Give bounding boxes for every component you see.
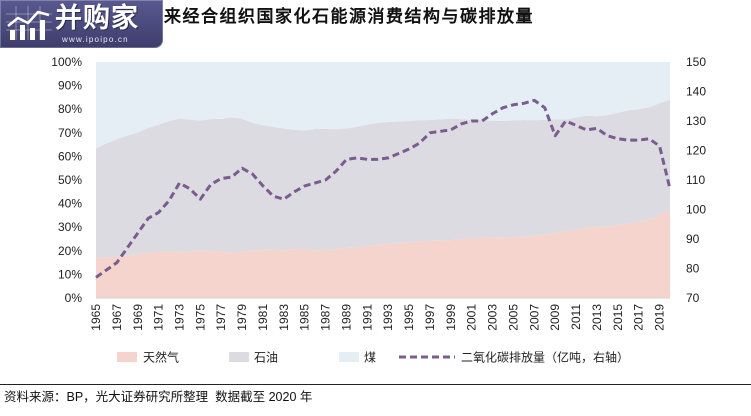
natural-gas-area	[96, 209, 670, 298]
x-tick-label: 1997	[423, 304, 437, 331]
x-tick-label: 1969	[131, 304, 145, 331]
x-tick-label: 2007	[527, 304, 541, 331]
x-tick-label: 1987	[319, 304, 333, 331]
legend-label-oil: 石油	[254, 351, 278, 365]
x-tick-label: 1983	[277, 304, 291, 331]
legend-swatch-coal	[339, 352, 359, 362]
y-right-tick-label: 110	[686, 173, 705, 187]
x-tick-label: 1985	[298, 304, 312, 331]
y-left-tick-label: 10%	[58, 267, 82, 281]
x-tick-label: 1965	[89, 304, 103, 331]
logo-name: 并购家	[55, 3, 139, 33]
y-left-tick-label: 60%	[58, 149, 82, 163]
y-left-tick-label: 70%	[58, 126, 82, 140]
y-right-tick-label: 70	[686, 291, 700, 305]
x-tick-label: 1993	[381, 304, 395, 331]
x-tick-label: 1975	[193, 304, 207, 331]
x-tick-label: 1981	[256, 304, 270, 331]
y-left-tick-label: 40%	[58, 197, 82, 211]
x-tick-label: 2003	[486, 304, 500, 331]
legend-swatch-oil	[229, 352, 249, 362]
x-tick-label: 2011	[569, 304, 583, 330]
legend-swatch-natural-gas	[117, 352, 137, 362]
x-tick-label: 2017	[632, 304, 646, 331]
x-tick-label: 2015	[611, 304, 625, 331]
y-left-tick-label: 90%	[58, 79, 82, 93]
y-right-tick-label: 90	[686, 232, 700, 246]
y-right-tick-label: 100	[686, 203, 706, 217]
x-tick-label: 1979	[235, 304, 249, 331]
y-left-tick-label: 80%	[58, 102, 82, 116]
oil-area	[96, 99, 670, 258]
y-left-tick-label: 0%	[65, 291, 83, 305]
x-axis: 1965 1967 1969 1971 1973 1975 1977 1979 1981 1983…	[89, 304, 667, 331]
source-note: 资料来源：BP，光大证券研究所整理 数据截至 2020 年	[4, 390, 313, 404]
y-left-axis: 0% 10% 20% 30% 40% 50% 60% 70% 80% 90% 100%	[51, 55, 82, 305]
chart-title: 来经合组织国家化石能源消费结构与碳排放量	[164, 7, 534, 26]
y-right-tick-label: 130	[686, 114, 706, 128]
legend-label-natural-gas: 天然气	[143, 350, 179, 365]
y-left-tick-label: 20%	[58, 244, 82, 258]
y-left-tick-label: 30%	[58, 220, 82, 234]
x-tick-label: 2005	[506, 304, 520, 331]
legend: 天然气 石油 煤 二氧化碳排放量（亿吨，右轴）	[117, 350, 629, 365]
x-tick-label: 2019	[653, 304, 667, 331]
y-left-tick-label: 50%	[58, 173, 82, 187]
co2-emissions-line	[95, 98, 672, 279]
y-left-tick-label: 100%	[51, 55, 82, 69]
y-right-tick-label: 150	[686, 55, 706, 69]
x-tick-label: 1995	[402, 304, 416, 331]
x-tick-label: 1977	[214, 304, 228, 331]
x-tick-label: 1973	[172, 304, 186, 331]
x-tick-label: 2009	[548, 304, 562, 331]
x-tick-label: 2001	[465, 304, 479, 331]
legend-label-co2: 二氧化碳排放量（亿吨，右轴）	[461, 350, 629, 365]
x-tick-label: 2013	[590, 304, 604, 331]
coal-area	[96, 62, 670, 149]
y-right-tick-label: 120	[686, 144, 706, 158]
x-tick-label: 1967	[110, 304, 124, 331]
y-right-axis: 70 80 90 100 110 120 130 140 150	[686, 55, 706, 305]
logo-url: www.ipoipo.cn	[62, 35, 129, 44]
x-tick-label: 1999	[444, 304, 458, 331]
x-tick-label: 1971	[152, 304, 166, 331]
stacked-areas	[96, 62, 670, 298]
x-tick-label: 1991	[360, 304, 374, 331]
x-tick-label: 1989	[339, 304, 353, 331]
bar-chart-logo-icon	[6, 6, 52, 40]
watermark-logo: 并购家 www.ipoipo.cn	[0, 0, 163, 48]
line-series	[95, 98, 672, 279]
y-right-tick-label: 80	[686, 262, 700, 276]
legend-label-coal: 煤	[364, 351, 376, 365]
y-right-tick-label: 140	[686, 85, 706, 99]
